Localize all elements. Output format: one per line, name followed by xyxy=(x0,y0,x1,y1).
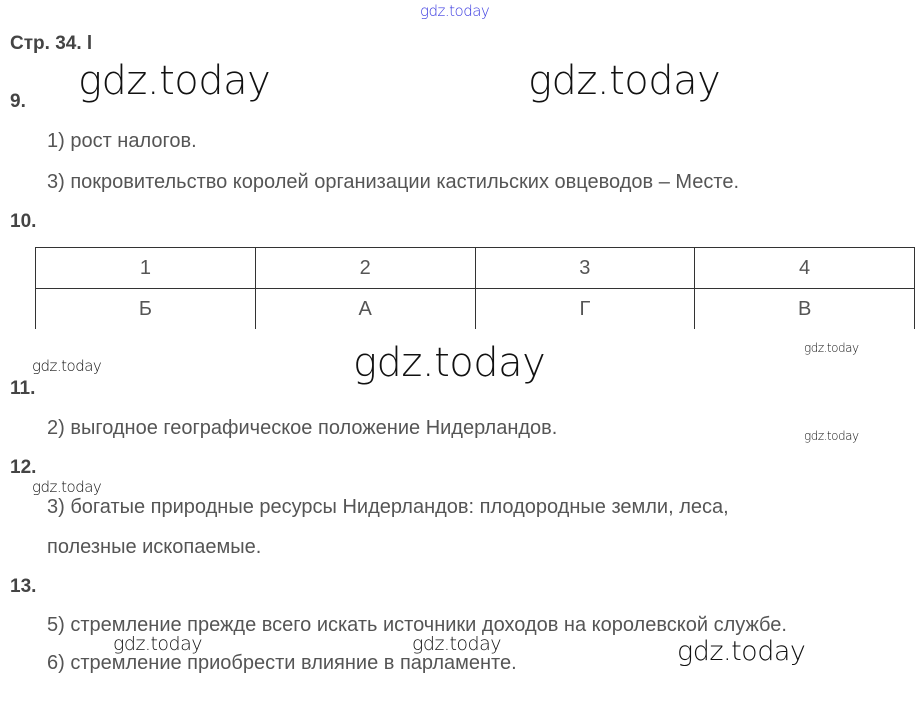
watermark: gdz.today xyxy=(32,357,102,375)
answer: 5) стремление прежде всего искать источн… xyxy=(47,614,787,636)
table-row: Б А Г В xyxy=(35,288,915,329)
table-cell: 1 xyxy=(35,247,256,289)
watermark: gdz.today xyxy=(78,58,271,104)
watermark: gdz.today xyxy=(412,633,502,655)
watermark: gdz.today xyxy=(528,58,721,104)
answer: 1) рост налогов. xyxy=(47,130,197,152)
watermark: gdz.today xyxy=(804,429,859,443)
table-header-row: 1 2 3 4 xyxy=(35,247,915,289)
question-number: 13. xyxy=(10,576,37,597)
table-cell: 2 xyxy=(254,247,476,289)
watermark: gdz.today xyxy=(32,478,102,496)
answer: 2) выгодное географическое положение Нид… xyxy=(47,417,558,439)
answer: 3) покровительство королей организации к… xyxy=(47,171,740,193)
watermark: gdz.today xyxy=(353,340,546,386)
table-cell: 3 xyxy=(474,247,696,289)
question-number: 10. xyxy=(10,211,37,232)
watermark: gdz.today xyxy=(677,636,806,667)
table-cell: В xyxy=(694,288,915,329)
question-number: 11. xyxy=(10,378,36,399)
table-cell: 4 xyxy=(694,247,915,289)
question-number: 9. xyxy=(10,91,26,112)
watermark: gdz.today xyxy=(420,2,490,20)
answer: 6) стремление приобрести влияние в парла… xyxy=(47,652,517,674)
answer-table: 1 2 3 4 Б А Г В xyxy=(35,247,915,329)
table-cell: А xyxy=(254,288,476,329)
page-header: Стр. 34. l xyxy=(10,33,93,54)
watermark: gdz.today xyxy=(804,341,859,355)
watermark: gdz.today xyxy=(113,633,203,655)
answer: 3) богатые природные ресурсы Нидерландов… xyxy=(47,496,729,518)
table-cell: Г xyxy=(474,288,696,329)
answer: полезные ископаемые. xyxy=(47,536,262,558)
table-cell: Б xyxy=(35,288,256,329)
question-number: 12. xyxy=(10,457,37,478)
